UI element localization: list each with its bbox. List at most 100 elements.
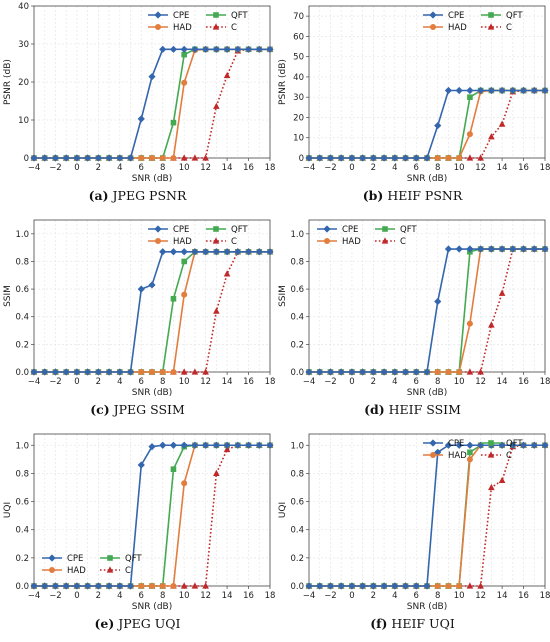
data-point-cpe <box>509 245 517 253</box>
legend-label-cpe: CPE <box>173 225 189 235</box>
data-point-cpe <box>255 441 263 449</box>
legend-label-had: HAD <box>67 566 86 576</box>
data-point-had <box>456 369 463 375</box>
legend-marker-cpe <box>154 225 162 233</box>
y-axis-label: UQI <box>278 502 288 518</box>
x-tick-label: −2 <box>324 591 337 601</box>
caption-jpeg-ssim: (c) JPEG SSIM <box>0 402 275 417</box>
legend-label-had: HAD <box>342 237 361 247</box>
caption-tag: (d) <box>364 402 385 417</box>
data-point-cpe <box>84 368 92 376</box>
caption-jpeg-uqi: (e) JPEG UQI <box>0 616 275 631</box>
chart-jpeg-ssim: −4 −2 0 2 4 6 8 10 12 14 16 18 0.0 0.2 0.4 0.6 0.8 1.0 SNR… <box>3 219 275 398</box>
x-tick-label: 18 <box>265 163 275 173</box>
x-tick-label: 10 <box>454 591 465 601</box>
x-tick-label: 6 <box>139 591 144 601</box>
data-point-cpe <box>30 368 38 376</box>
y-tick-label: 10 <box>18 116 29 126</box>
data-point-cpe <box>116 582 124 590</box>
panel-jpeg-psnr: −4 −2 0 2 4 6 8 10 12 14 16 18 0 10 20 30 40 SNR (dB) PSNR… <box>0 0 275 214</box>
data-point-cpe <box>305 582 313 590</box>
data-point-c <box>477 368 484 375</box>
data-point-cpe <box>73 154 81 162</box>
data-point-cpe <box>169 248 178 256</box>
y-tick-label: 50 <box>293 53 304 63</box>
y-axis-label: PSNR (dB) <box>278 59 288 105</box>
data-point-cpe <box>434 297 442 306</box>
x-axis-label: SNR (dB) <box>132 602 172 612</box>
data-point-cpe <box>30 154 38 162</box>
data-point-cpe <box>159 248 167 256</box>
x-tick-label: 16 <box>518 163 529 173</box>
y-tick-label: 0.6 <box>15 285 29 295</box>
data-point-c <box>223 445 231 453</box>
data-point-cpe <box>255 45 263 53</box>
data-point-cpe <box>148 73 156 81</box>
data-point-c <box>466 154 474 161</box>
legend-label-qft: QFT <box>506 11 523 21</box>
legend-marker-had <box>430 452 436 458</box>
x-tick-label: 6 <box>414 377 419 387</box>
data-point-c <box>466 582 474 589</box>
x-tick-label: 14 <box>497 163 508 173</box>
legend-label-cpe: CPE <box>448 11 464 21</box>
chart-heif-psnr: −4 −2 0 2 4 6 8 10 12 14 16 18 0 10 20 30 40 50 60 70 SNR (d… <box>278 5 550 184</box>
caption-heif-ssim: (d) HEIF SSIM <box>275 402 550 417</box>
data-point-had <box>434 369 441 375</box>
data-point-cpe <box>148 443 156 451</box>
series-cpe <box>305 245 549 376</box>
data-point-cpe <box>530 441 538 449</box>
chart-heif-ssim: −4 −2 0 2 4 6 8 10 12 14 16 18 0.0 0.2 0.4 0.6 0.8 1.0 SNR… <box>278 219 550 398</box>
legend-label-qft: QFT <box>125 554 142 564</box>
legend-marker-had <box>49 567 55 573</box>
legend-marker-cpe <box>48 554 56 562</box>
legend-marker-had <box>324 238 330 244</box>
data-point-cpe <box>159 45 167 53</box>
data-point-had <box>445 369 452 375</box>
data-point-c <box>488 483 495 491</box>
data-point-cpe <box>423 582 431 590</box>
data-point-c <box>498 120 506 127</box>
chart-jpeg-uqi: −4 −2 0 2 4 6 8 10 12 14 16 18 0.0 0.2 0.4 0.6 0.8 1.0 SNR… <box>3 433 275 612</box>
data-point-qft <box>170 295 177 302</box>
legend-marker-had <box>155 24 161 30</box>
data-point-had <box>434 583 441 589</box>
legend-marker-cpe <box>429 439 437 447</box>
series-c <box>30 248 274 375</box>
data-point-cpe <box>487 245 495 253</box>
data-point-cpe <box>466 441 474 449</box>
x-tick-label: 0 <box>74 591 79 601</box>
x-tick-label: 16 <box>243 377 254 387</box>
data-point-c <box>498 289 506 296</box>
data-point-had <box>138 369 145 375</box>
legend-label-qft: QFT <box>506 439 523 449</box>
data-point-cpe <box>159 441 167 449</box>
x-tick-label: 2 <box>371 377 376 387</box>
x-tick-label: 0 <box>349 163 354 173</box>
y-tick-label: 0 <box>299 154 304 164</box>
data-point-cpe <box>94 368 102 376</box>
data-point-cpe <box>105 154 113 162</box>
legend-label-had: HAD <box>173 23 192 33</box>
panel-heif-uqi: −4 −2 0 2 4 6 8 10 12 14 16 18 0.0 0.2 0.4 0.6 0.8 1.0 SNR… <box>275 428 550 642</box>
data-point-cpe <box>337 154 345 162</box>
panel-jpeg-uqi: −4 −2 0 2 4 6 8 10 12 14 16 18 0.0 0.2 0.4 0.6 0.8 1.0 SNR… <box>0 428 275 642</box>
series-qft <box>31 248 273 375</box>
data-point-had <box>138 155 145 161</box>
y-tick-label: 0.4 <box>15 313 29 323</box>
x-tick-label: −2 <box>49 591 62 601</box>
data-point-c <box>477 154 484 161</box>
x-tick-label: 12 <box>475 591 486 601</box>
data-point-cpe <box>530 86 538 95</box>
data-point-had <box>181 291 188 298</box>
x-tick-label: 10 <box>179 163 190 173</box>
data-point-qft <box>467 449 473 456</box>
y-tick-label: 30 <box>18 40 29 50</box>
x-tick-label: 4 <box>117 591 122 601</box>
x-tick-label: 10 <box>454 377 465 387</box>
legend: CPE QFT HAD C <box>148 11 248 33</box>
data-point-cpe <box>380 368 388 376</box>
data-point-cpe <box>212 248 220 256</box>
x-tick-label: 18 <box>265 591 275 601</box>
data-point-cpe <box>202 45 210 53</box>
